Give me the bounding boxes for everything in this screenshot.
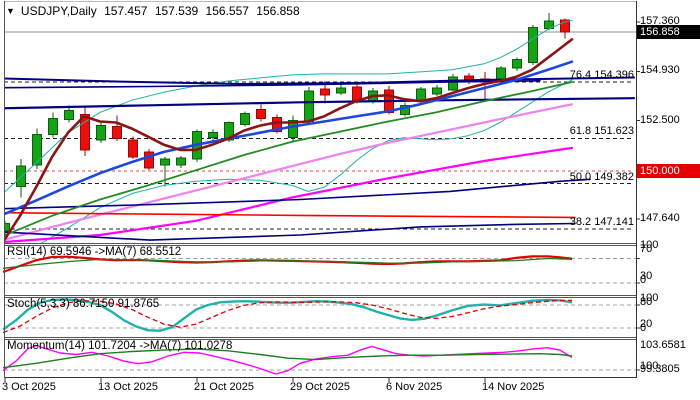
candle-body [80,113,90,151]
rsi-indicator-label: RSI(14) 69.5946 ->MA(7) 68.5512 [7,246,182,258]
candle-body [560,19,570,33]
indicator-axis-label: 80 [640,296,653,308]
candle-body [512,59,522,69]
candle-body [112,126,122,140]
candle-body [16,165,26,187]
candle-body [96,125,106,141]
price-axis-label: 157.360 [640,15,680,27]
indicator-axis-label: 30 [640,270,653,282]
chevron-down-icon[interactable]: ▼ [6,6,15,16]
candle-body [160,158,170,166]
chart-title: ▼ USDJPY,Daily 157.457 157.539 156.557 15… [6,4,304,18]
candle-body [448,76,458,91]
candle-body [544,20,554,29]
main-pane [4,13,636,243]
stoch-k-line [2,298,573,332]
indicator-axis-label: 103.6581 [640,339,686,351]
candle-body [272,116,282,133]
ohlc-high: 157.539 [154,4,199,18]
indicator-axis-label: 99.3805 [640,363,680,375]
indicator-axis-label: 100 [640,292,659,304]
candle-body [128,139,138,158]
ohlc-open: 157.457 [104,4,148,18]
momentum-indicator-label: Momentum(14) 101.7204 ->MA(7) 101.0278 [7,340,233,352]
price-axis-label: 154.930 [640,64,680,77]
indicator-axis-label: 0 [640,322,647,334]
candles-layer [4,13,570,236]
overlay-line-env-violet [4,103,574,241]
candle-body [288,120,298,139]
candle-body [176,157,186,166]
candle-body [144,151,154,169]
indicator-axis-label: 100 [640,239,659,251]
candle-body [48,117,58,136]
ohlc-low: 156.557 [205,4,249,18]
indicator-axis-label: 70 [640,243,653,255]
overlay-line-navy-2 [4,97,636,110]
time-axis-label: 6 Nov 2025 [386,381,443,393]
overlay-line-ma-slow-green [4,81,573,237]
indicator-axis-label: 20 [640,318,653,330]
overlay-line-ma-mid-blue [4,60,574,216]
momentum-ma-line [2,348,573,369]
candle-body [432,87,442,95]
time-axis-label: 3 Oct 2025 [2,381,56,393]
candle-body [320,88,330,96]
current-price-box: 156.858 [637,25,700,40]
candle-body [528,26,538,64]
price-axis-label: 147.640 [640,212,680,224]
overlay-line-navy-4 [4,222,576,241]
overlay-line-navy-3 [4,178,591,210]
indicator-axis-label: 0 [640,274,647,286]
candle-body [336,87,346,94]
time-axis-label: 13 Oct 2025 [98,381,158,393]
candle-body [32,134,42,166]
ohlc-close: 156.858 [256,4,300,18]
rsi-ma-line [2,257,573,269]
candle-body [304,90,314,123]
fib-level-label: 61.8 151.623 [569,125,634,138]
overlay-line-ma-fast-maroon [4,38,574,243]
fib-level-label: 38.2 147.141 [569,216,634,229]
alert-price-box: 150.000 [637,164,700,179]
momentum-line [2,344,573,375]
time-axis-label: 29 Oct 2025 [290,381,350,393]
stoch-d-line [2,299,572,334]
fib-level-label: 50.0 149.382 [569,170,634,183]
indicator-axis-label: 100 [640,360,659,372]
overlay-line-navy-1b [4,80,541,89]
stoch-indicator-label: Stoch(5,3,3) 86.7150 91.8765 [7,298,160,310]
overlay-line-env-magenta [4,146,574,243]
candle-body [64,109,74,120]
symbol-period-label: USDJPY,Daily [20,4,97,18]
fib-level-label: 76.4 154.396 [569,69,634,82]
candle-body [208,132,218,139]
time-axis-label: 21 Oct 2025 [194,381,254,393]
overlay-line-sma-red [4,211,576,219]
time-axis-label: 14 Nov 2025 [482,381,545,393]
price-axis-label: 152.500 [640,113,680,126]
candle-body [256,108,266,119]
candle-body [240,112,250,126]
candle-body [416,88,426,101]
